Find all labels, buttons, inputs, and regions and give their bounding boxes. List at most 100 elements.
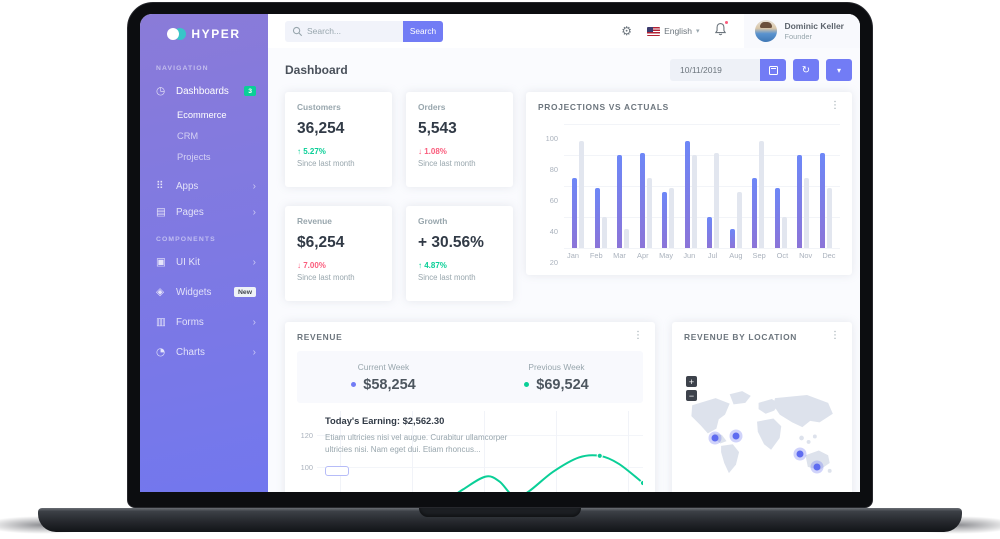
stat-caption: Since last month <box>297 272 355 282</box>
sidebar-item-label: Apps <box>176 180 199 192</box>
sidebar-item-apps[interactable]: ⠿ Apps › <box>140 173 268 199</box>
us-flag-icon <box>647 26 661 36</box>
bar-group[interactable] <box>617 155 630 248</box>
dashboard-content: Dashboard ↻ ▾ C <box>268 48 860 492</box>
bar-group[interactable] <box>797 155 810 248</box>
bar-group[interactable] <box>684 141 697 248</box>
sidebar-item-widgets[interactable]: ◈ Widgets New <box>140 279 268 305</box>
sidebar-item-pages[interactable]: ▤ Pages › <box>140 199 268 225</box>
user-menu[interactable]: Dominic Keller Founder <box>744 14 860 48</box>
bar-group[interactable] <box>819 153 832 248</box>
map-marker-us-east[interactable] <box>729 429 743 443</box>
sidebar-subitem-projects[interactable]: Projects <box>177 151 211 162</box>
sidebar-item-label: UI Kit <box>176 256 200 268</box>
stat-label: Revenue <box>297 216 332 226</box>
stat-card-growth: Growth + 30.56% ↑ 4.87% Since last month <box>406 206 513 301</box>
forms-icon: ▥ <box>156 316 166 328</box>
dropdown-button[interactable]: ▾ <box>826 59 852 81</box>
sidebar-item-dashboards[interactable]: ◷ Dashboards 3 <box>140 78 268 104</box>
stat-label: Orders <box>418 102 446 112</box>
sidebar-subitem-ecommerce[interactable]: Ecommerce <box>177 109 227 120</box>
laptop-notch <box>419 508 581 517</box>
bar-group[interactable] <box>774 187 787 248</box>
y-axis-tick: 120 <box>300 431 313 440</box>
sidebar-item-ui-kit[interactable]: ▣ UI Kit › <box>140 249 268 275</box>
bar-group[interactable] <box>594 187 607 248</box>
x-axis-tick: Jul <box>707 251 718 260</box>
search-input[interactable] <box>285 20 403 42</box>
search-button[interactable]: Search <box>403 20 443 42</box>
pie-chart-icon: ◔ <box>156 346 166 358</box>
sidebar-item-forms[interactable]: ▥ Forms › <box>140 309 268 335</box>
components-section-label: COMPONENTS <box>156 236 216 243</box>
bar-group[interactable] <box>572 141 584 248</box>
pages-icon: ▤ <box>156 206 166 218</box>
stat-delta: ↓ 7.00% <box>297 261 326 270</box>
page-controls: ↻ ▾ <box>670 59 852 81</box>
card-title: REVENUE BY LOCATION <box>684 332 798 342</box>
bar-group[interactable] <box>729 192 742 248</box>
line-chart-svg <box>457 452 643 492</box>
revenue-line-chart: 120 100 Today's Earning: $2,562.30 Etiam… <box>297 411 643 492</box>
earning-title: Today's Earning: $2,562.30 <box>325 415 445 426</box>
kebab-menu-icon[interactable]: ⋮ <box>633 330 643 341</box>
kebab-menu-icon[interactable]: ⋮ <box>830 330 840 341</box>
stat-cards: Customers 36,254 ↑ 5.27% Since last mont… <box>285 92 513 301</box>
bar-group[interactable] <box>639 153 652 248</box>
notification-dot <box>724 19 730 25</box>
bar-group[interactable] <box>752 141 765 248</box>
sidebar-item-label: Charts <box>176 346 205 358</box>
y-axis-tick: 100 <box>545 134 558 143</box>
user-role: Founder <box>784 31 812 41</box>
kebab-menu-icon[interactable]: ⋮ <box>830 100 840 111</box>
bar-chart: Jan Feb Mar Apr May Jun Jul Aug Sep Oct Nov Dec 20 4… <box>538 124 840 267</box>
app-logo[interactable]: HYPER <box>140 14 268 54</box>
page-title: Dashboard <box>285 63 348 77</box>
week-value: $69,524 <box>536 376 589 393</box>
map-marker-us-west[interactable] <box>708 431 722 445</box>
chevron-right-icon: › <box>252 206 256 218</box>
chevron-right-icon: › <box>252 316 256 328</box>
bar-group[interactable] <box>707 153 720 248</box>
stat-card-customers: Customers 36,254 ↑ 5.27% Since last mont… <box>285 92 392 187</box>
stat-value: + 30.56% <box>418 234 484 251</box>
refresh-button[interactable]: ↻ <box>793 59 819 81</box>
main-area: Search ⚙ English ▾ <box>268 14 860 492</box>
map-zoom-in-button[interactable]: + <box>686 376 697 387</box>
x-axis-tick: Jun <box>683 251 696 260</box>
date-input[interactable] <box>670 59 760 81</box>
x-axis-tick: Sep <box>752 251 766 260</box>
stat-caption: Since last month <box>418 272 476 282</box>
laptop-screen-bezel: HYPER NAVIGATION ◷ Dashboards 3 Ecommerc… <box>127 2 873 508</box>
search-icon <box>292 26 303 36</box>
stat-caption: Since last month <box>297 158 355 168</box>
map-marker-australia[interactable] <box>810 460 824 474</box>
user-avatar <box>755 20 778 42</box>
language-selector[interactable]: English ▾ <box>647 26 699 36</box>
logo-icon <box>167 28 187 40</box>
app-window: HYPER NAVIGATION ◷ Dashboards 3 Ecommerc… <box>140 14 860 492</box>
bar-group[interactable] <box>662 187 675 248</box>
calendar-icon <box>768 65 778 75</box>
map-marker-southeast-asia[interactable] <box>793 447 807 461</box>
laptop-base <box>38 508 962 532</box>
sidebar: HYPER NAVIGATION ◷ Dashboards 3 Ecommerc… <box>140 14 268 492</box>
x-axis-tick: Jan <box>567 251 579 260</box>
calendar-button[interactable] <box>760 59 786 81</box>
gear-icon[interactable]: ⚙ <box>621 24 633 38</box>
sidebar-item-charts[interactable]: ◔ Charts › <box>140 339 268 365</box>
sidebar-item-label: Widgets <box>176 286 212 298</box>
y-axis-tick: 80 <box>549 165 558 174</box>
notifications-bell[interactable] <box>714 19 730 41</box>
view-statements-button[interactable] <box>325 465 349 476</box>
card-title: PROJECTIONS VS ACTUALS <box>538 102 669 112</box>
y-axis-tick: 40 <box>549 227 558 236</box>
sidebar-subitem-crm[interactable]: CRM <box>177 130 199 141</box>
map-zoom-out-button[interactable]: − <box>686 390 697 401</box>
gauge-icon: ◷ <box>156 85 166 97</box>
stat-value: 5,543 <box>418 120 457 137</box>
map-canvas[interactable] <box>684 388 841 488</box>
sidebar-item-label: Forms <box>176 316 204 328</box>
stat-caption: Since last month <box>418 158 476 168</box>
earning-description: Etiam ultricies nisi vel augue. Curabitu… <box>325 433 508 455</box>
